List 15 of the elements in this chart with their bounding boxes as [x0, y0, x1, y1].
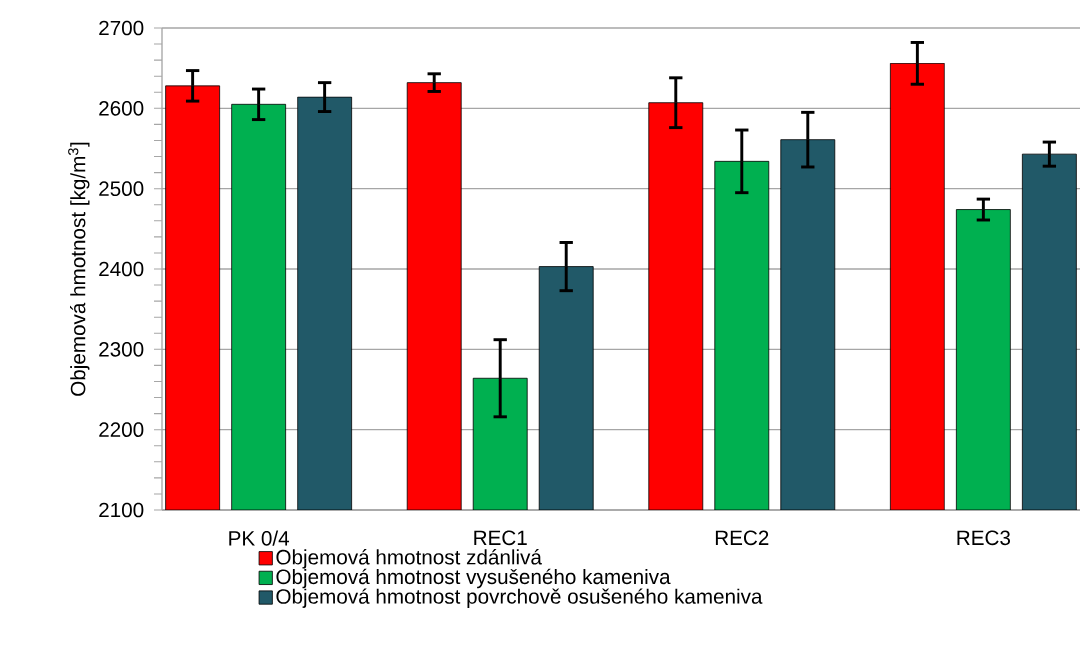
y-axis-title: Objemová hmotnost [kg/m$^{3}$]: [68, 142, 90, 396]
y-tick-label: 2500: [99, 181, 144, 196]
y-tick-label: 2200: [99, 422, 144, 437]
y-tick-label: 2400: [99, 261, 144, 277]
legend-label: Objemová hmotnost zdánlivá: [276, 549, 542, 569]
x-tick-label: REC1: [474, 530, 527, 546]
legend-label: Objemová hmotnost povrchově osušeného kameniva: [276, 588, 763, 608]
y-tick-label: 2100: [99, 502, 144, 518]
legend-label: Objemová hmotnost vysušeného kameniva: [276, 568, 671, 589]
x-tick-label: PK 0/4: [229, 530, 290, 546]
x-tick-label: REC2: [715, 530, 769, 546]
y-tick-label: 2600: [99, 101, 144, 116]
y-tick-label: 2300: [99, 342, 144, 357]
x-tick-label: REC3: [957, 530, 1011, 546]
y-tick-label: 2700: [99, 20, 144, 36]
